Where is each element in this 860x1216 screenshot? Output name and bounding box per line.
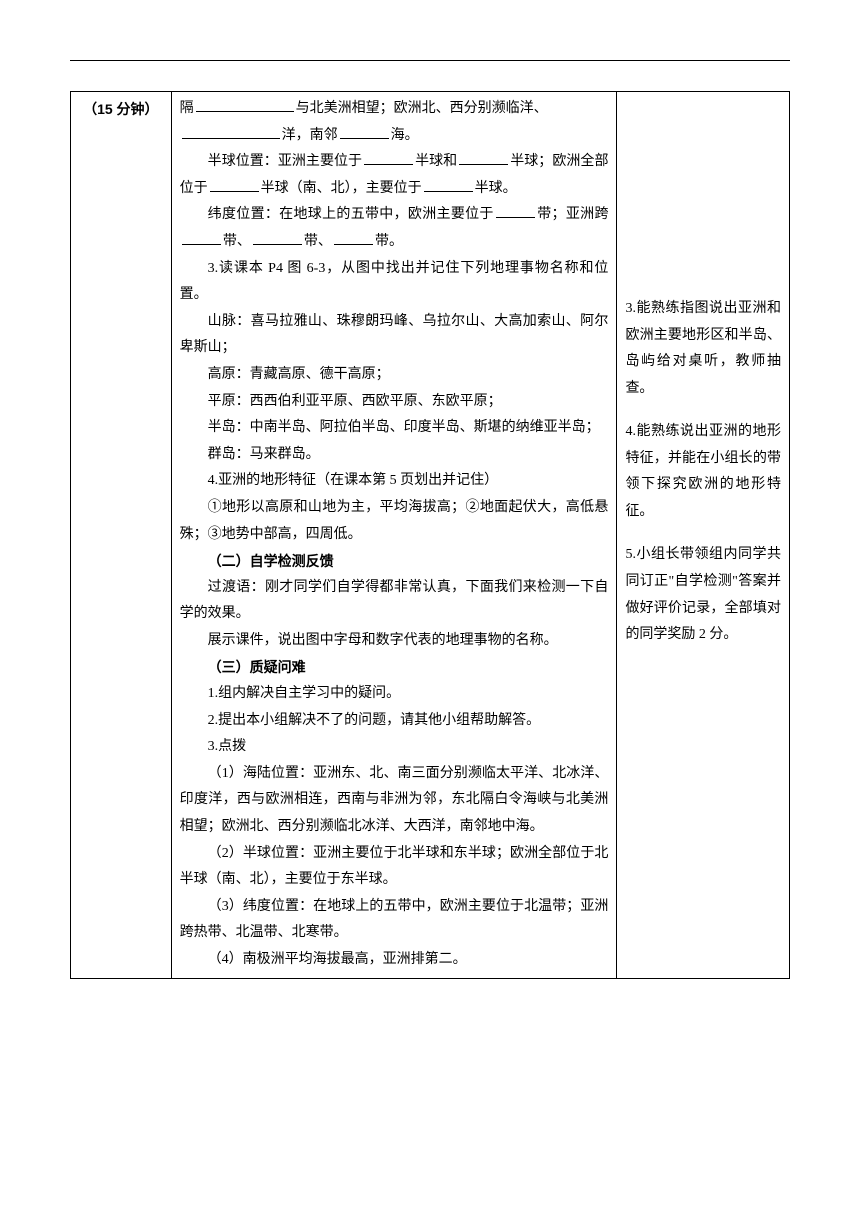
text-fragment: 半球位置：亚洲主要位于 (208, 154, 362, 169)
content-line: 纬度位置：在地球上的五带中，欧洲主要位于 带；亚洲跨带、 带、 带。 (180, 202, 609, 255)
notes-cell: 3.能熟练指图说出亚洲和欧洲主要地形区和半岛、岛屿给对桌听，教师抽查。 4.能熟… (617, 92, 790, 979)
content-line: （3）纬度位置：在地球上的五带中，欧洲主要位于北温带；亚洲跨热带、北温带、北寒带… (180, 894, 609, 947)
content-cell: 隔与北美洲相望；欧洲北、西分别濒临洋、 洋，南邻海。 半球位置：亚洲主要位于半球… (171, 92, 617, 979)
content-line: 群岛：马来群岛。 (180, 442, 609, 469)
text-fragment: 洋，南邻 (282, 128, 338, 143)
text-fragment: 纬度位置：在地球上的五带中，欧洲主要位于 (208, 207, 494, 222)
content-line: 高原：青藏高原、德干高原； (180, 362, 609, 389)
top-horizontal-rule (70, 60, 790, 61)
page-container: （15 分钟） 隔 与北美洲相望；欧洲北、西分别濒临洋、 洋，南邻 海。 半球位置：… (70, 60, 790, 979)
content-line: （4）南极洲平均海拔最高，亚洲排第二。 (180, 947, 609, 974)
blank-fill (340, 125, 389, 139)
blank-fill (210, 178, 259, 192)
text-fragment: 隔 (180, 101, 194, 116)
duration-cell: （15 分钟） (71, 92, 172, 979)
blank-fill (424, 178, 473, 192)
section-heading: （三）质疑问难 (180, 654, 609, 681)
note-item: 3.能熟练指图说出亚洲和欧洲主要地形区和半岛、岛屿给对桌听，教师抽查。 (625, 296, 781, 402)
content-line: 半岛：中南半岛、阿拉伯半岛、印度半岛、斯堪的纳维亚半岛； (180, 415, 609, 442)
blank-fill (459, 151, 508, 165)
content-line: 山脉：喜马拉雅山、珠穆朗玛峰、乌拉尔山、大高加索山、阿尔卑斯山； (180, 309, 609, 362)
text-fragment: 海。 (391, 128, 419, 143)
text-fragment: 半球和 (415, 154, 457, 169)
note-item: 4.能熟练说出亚洲的地形特征，并能在小组长的带领下探究欧洲的地形特征。 (625, 419, 781, 525)
section-heading: （二）自学检测反馈 (180, 548, 609, 575)
content-line: 展示课件，说出图中字母和数字代表的地理事物的名称。 (180, 628, 609, 655)
blank-fill (334, 231, 373, 245)
blank-fill (182, 125, 280, 139)
note-item: 5.小组长带领组内同学共同订正"自学检测"答案并做好评价记录，全部填对的同学奖励… (625, 542, 781, 648)
content-line: 1.组内解决自主学习中的疑问。 (180, 681, 609, 708)
notes-spacer (625, 96, 781, 296)
blank-fill (196, 98, 294, 112)
content-line: （2）半球位置：亚洲主要位于北半球和东半球；欧洲全部位于北半球（南、北），主要位… (180, 841, 609, 894)
content-line: 3.读课本 P4 图 6-3，从图中找出并记住下列地理事物名称和位置。 (180, 256, 609, 309)
content-line: 半球位置：亚洲主要位于半球和半球；欧洲全部位于半球（南、北），主要位于半球。 (180, 149, 609, 202)
blank-fill (364, 151, 413, 165)
text-fragment: 与北美洲相望；欧洲北、西分别濒临洋、 (296, 101, 548, 116)
duration-label: （15 分钟） (83, 101, 158, 117)
content-line: 3.点拨 (180, 734, 609, 761)
content-line: 平原：西西伯利亚平原、西欧平原、东欧平原； (180, 389, 609, 416)
text-fragment: 带、 (304, 234, 332, 249)
content-line: 2.提出本小组解决不了的问题，请其他小组帮助解答。 (180, 708, 609, 735)
content-line: 隔 与北美洲相望；欧洲北、西分别濒临洋、 (180, 96, 609, 123)
text-fragment: 半球（南、北），主要位于 (261, 181, 422, 196)
content-line: 过渡语：刚才同学们自学得都非常认真，下面我们来检测一下自学的效果。 (180, 575, 609, 628)
text-fragment: 带。 (375, 234, 403, 249)
content-line: 洋，南邻 海。 (180, 123, 609, 150)
content-line: （1）海陆位置：亚洲东、北、南三面分别濒临太平洋、北冰洋、印度洋，西与欧洲相连，… (180, 761, 609, 841)
text-fragment: 半球。 (475, 181, 517, 196)
blank-fill (253, 231, 302, 245)
blank-fill (182, 231, 221, 245)
lesson-plan-table: （15 分钟） 隔 与北美洲相望；欧洲北、西分别濒临洋、 洋，南邻 海。 半球位置：… (70, 91, 790, 979)
table-row: （15 分钟） 隔 与北美洲相望；欧洲北、西分别濒临洋、 洋，南邻 海。 半球位置：… (71, 92, 790, 979)
text-fragment: 带、 (223, 234, 251, 249)
blank-fill (496, 204, 535, 218)
content-line: ①地形以高原和山地为主，平均海拔高；②地面起伏大，高低悬殊；③地势中部高，四周低… (180, 495, 609, 548)
content-line: 4.亚洲的地形特征（在课本第 5 页划出并记住） (180, 468, 609, 495)
text-fragment: 带；亚洲跨 (537, 207, 609, 222)
